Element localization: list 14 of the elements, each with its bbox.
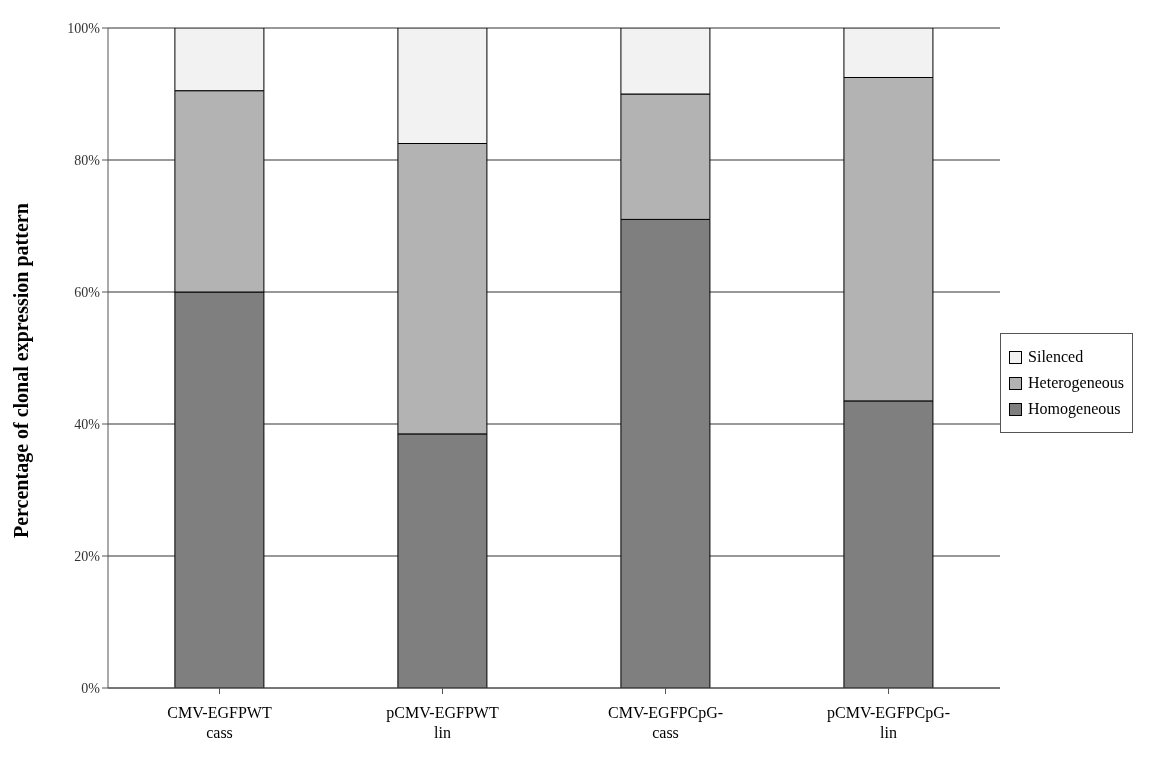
x-tick-label: CMV-EGFPWT cass	[167, 704, 272, 741]
legend-label: Heterogeneous	[1028, 374, 1124, 392]
x-tick-label: pCMV-EGFPWT lin	[386, 704, 499, 741]
x-tick-label: pCMV-EGFPCpG- lin	[827, 704, 951, 741]
y-tick-label: 80%	[74, 152, 101, 168]
y-tick-label: 0%	[81, 680, 101, 696]
y-tick-label: 60%	[74, 284, 101, 300]
legend-label: Silenced	[1028, 348, 1084, 366]
y-tick-label: 100%	[67, 20, 101, 36]
y-tick-label: 20%	[74, 548, 101, 564]
y-axis-title: Percentage of clonal expression pattern	[10, 203, 34, 538]
y-tick-label: 40%	[74, 416, 101, 432]
x-tick-label: CMV-EGFPCpG- cass	[608, 704, 724, 741]
legend-label: Homogeneous	[1028, 400, 1121, 418]
